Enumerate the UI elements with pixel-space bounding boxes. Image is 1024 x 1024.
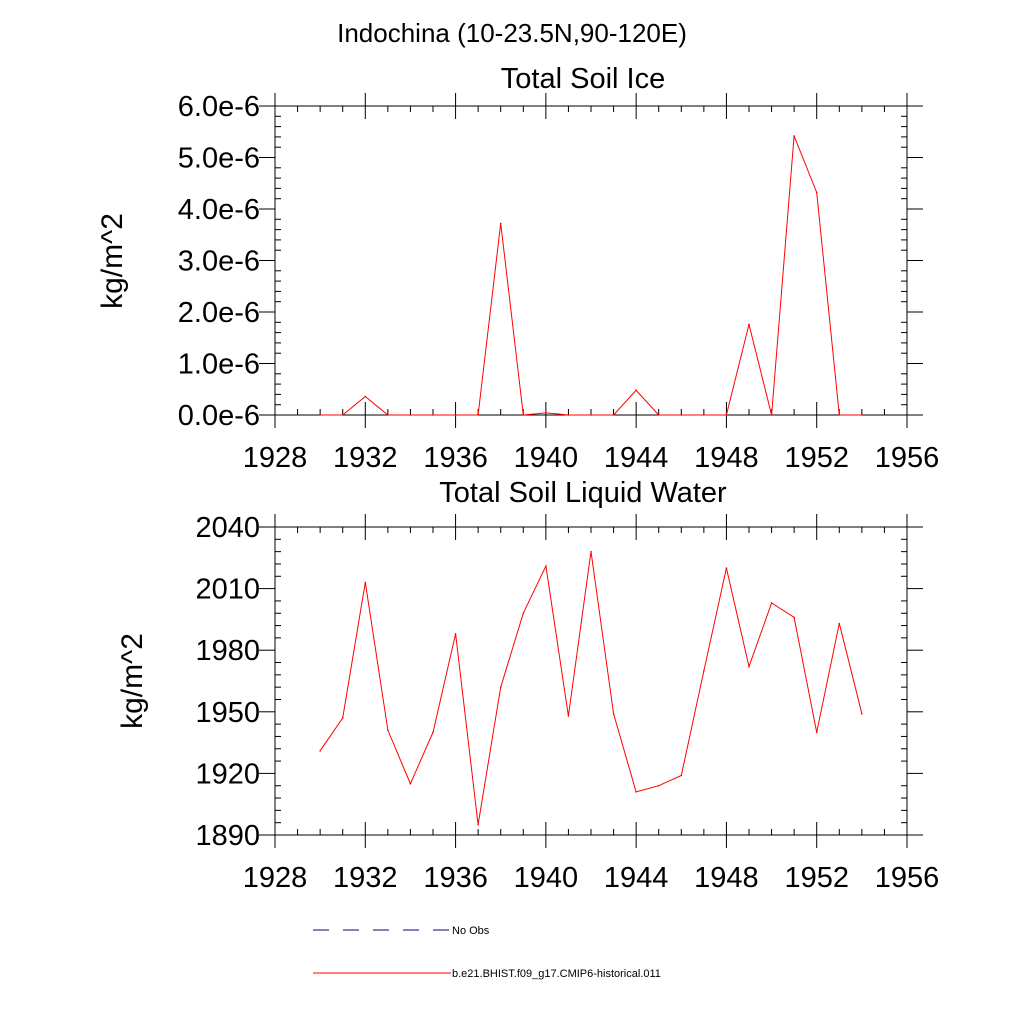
data-point [319,750,321,752]
y-axis-label: kg/m^2 [116,633,149,729]
data-point [748,323,750,326]
data-point [364,395,367,398]
data-point [680,774,683,777]
data-point [409,414,412,416]
data-point [477,823,479,826]
legend-label: No Obs [452,925,490,937]
data-point [454,632,457,635]
x-tick-label: 1948 [694,862,759,894]
legend: No Obs b.e21.BHIST.f09_g17.CMIP6-histori… [313,925,661,980]
x-tick-label: 1928 [243,442,308,474]
data-point [567,414,570,416]
x-tick-label: 1936 [423,442,488,474]
figure-suptitle: Indochina (10-23.5N,90-120E) [337,18,687,48]
data-point [590,414,592,416]
y-tick-label: 1980 [195,635,260,667]
x-tick-label: 1932 [333,442,398,474]
data-point [499,686,502,688]
data-point [770,602,773,604]
data-point [567,715,570,717]
data-point [341,414,344,416]
panel-title: Total Soil Ice [501,63,665,95]
data-point [522,612,525,615]
x-tick-label: 1932 [333,862,398,894]
x-tick-label: 1956 [875,442,940,474]
data-point [612,414,615,416]
y-tick-label: 1920 [195,758,260,790]
y-tick-label: 1890 [195,820,260,852]
data-point [770,414,773,416]
data-point [680,414,683,416]
data-point [545,412,547,414]
x-tick-label: 1948 [694,442,759,474]
x-tick-label: 1936 [423,862,488,894]
x-tick-label: 1944 [604,862,669,894]
legend-label: b.e21.BHIST.f09_g17.CMIP6-historical.011 [452,968,661,980]
data-point [861,713,863,715]
series-line-model [319,551,863,825]
x-tick-label: 1940 [514,862,579,894]
data-point [454,414,457,416]
data-point [432,414,434,416]
data-point [861,414,863,416]
data-point [635,791,637,793]
plot-frame [274,526,908,836]
data-point [612,713,615,715]
y-tick-label: 2.0e-6 [178,297,260,329]
data-point [748,665,750,668]
data-point [838,414,841,416]
x-tick-label: 1928 [243,862,308,894]
data-point [545,565,547,567]
data-point [387,414,389,416]
data-point [725,414,728,416]
y-tick-label: 1.0e-6 [178,349,260,381]
data-point [590,550,592,553]
data-point [657,414,660,416]
data-point [432,731,434,734]
data-point [815,731,818,734]
y-tick-label: 5.0e-6 [178,143,260,175]
data-point [793,135,795,137]
data-point [364,581,367,584]
panel-total-soil-liquid-water: Total Soil Liquid Water kg/m^2 1928 1932 1… [116,477,939,894]
data-point [477,414,479,416]
x-tick-label: 1944 [604,442,669,474]
y-tick-label: 2040 [195,512,260,544]
data-point [319,414,321,416]
data-point [838,622,841,625]
y-tick-label: 6.0e-6 [178,91,260,123]
data-point [703,414,705,416]
data-point [635,389,637,392]
panel-total-soil-ice: Total Soil Ice kg/m^2 1928 1932 1936 1940 19… [96,63,939,474]
x-tick-label: 1952 [784,862,849,894]
legend-item-model: b.e21.BHIST.f09_g17.CMIP6-historical.011 [313,968,661,980]
data-point [815,191,818,194]
data-point [341,717,344,719]
y-tick-label: 3.0e-6 [178,246,260,278]
x-tick-label: 1940 [514,442,579,474]
series-line-model [320,135,862,416]
panel-title: Total Soil Liquid Water [439,477,727,509]
data-point [657,784,660,787]
y-tick-label: 0.0e-6 [178,400,260,432]
data-point [387,729,389,732]
data-point [703,669,705,672]
y-tick-label: 2010 [195,574,260,606]
plot-frame [274,105,908,416]
x-tick-label: 1956 [875,862,940,894]
y-axis-label: kg/m^2 [96,213,129,309]
x-tick-label: 1952 [784,442,849,474]
legend-item-no-obs: No Obs [313,925,490,937]
data-point [409,782,412,785]
data-point [522,414,525,416]
y-tick-label: 1950 [195,697,260,729]
data-point [793,616,795,619]
data-point [725,567,728,569]
data-point [499,222,502,225]
y-tick-label: 4.0e-6 [178,194,260,226]
